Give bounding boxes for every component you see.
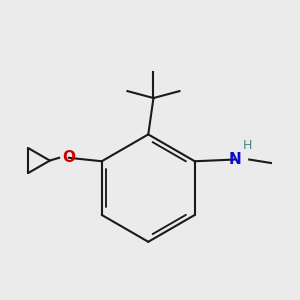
Text: N: N bbox=[228, 152, 241, 167]
Text: O: O bbox=[62, 150, 75, 165]
Text: H: H bbox=[243, 139, 253, 152]
